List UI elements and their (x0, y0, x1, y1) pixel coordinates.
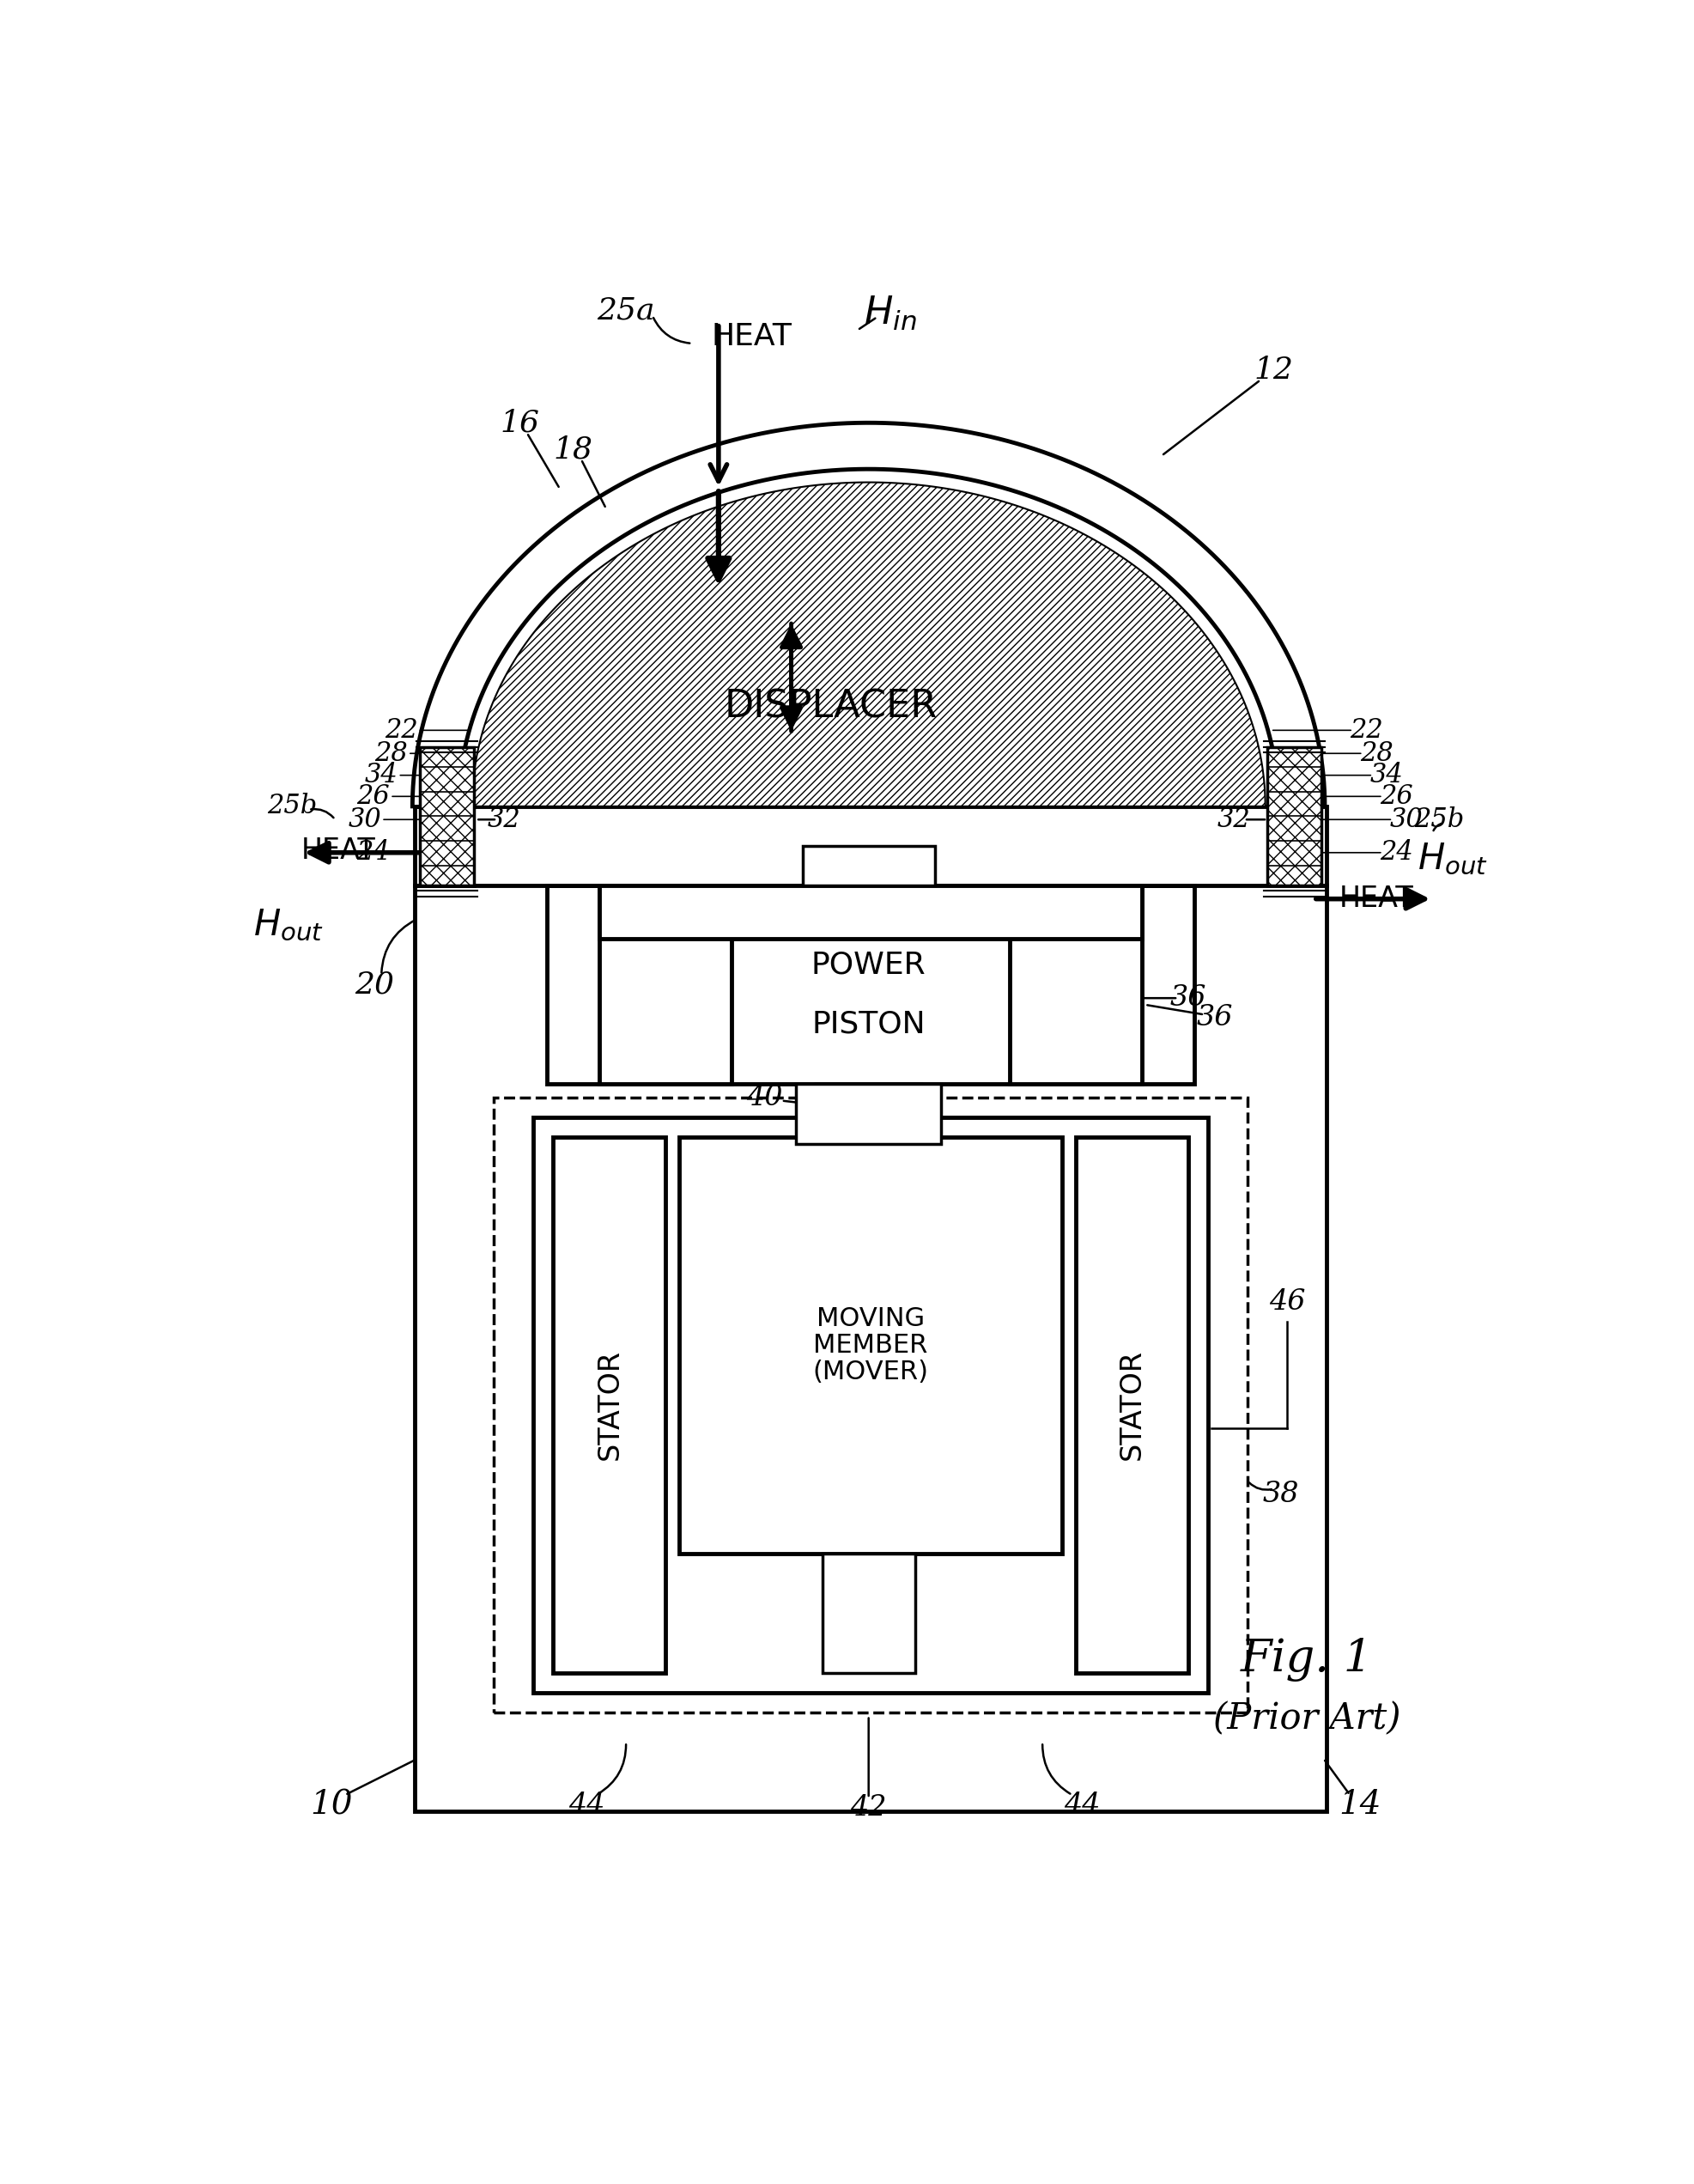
Text: 40: 40 (745, 1083, 783, 1112)
Text: 22: 22 (1348, 716, 1382, 743)
Bar (1076, 1138, 1187, 1673)
Bar (600, 887, 1142, 939)
Bar (815, 1083, 922, 1118)
Text: 46: 46 (1269, 1289, 1304, 1317)
Text: $H_{in}$: $H_{in}$ (864, 295, 916, 332)
Text: 30: 30 (1389, 806, 1421, 832)
Text: 44: 44 (1064, 1791, 1099, 1819)
Bar (547, 887, 1194, 1083)
Text: 20: 20 (354, 970, 395, 1000)
Text: DISPLACER: DISPLACER (723, 688, 937, 725)
Text: 10: 10 (310, 1789, 352, 1821)
Text: 26: 26 (357, 784, 390, 810)
Text: HEAT: HEAT (302, 836, 376, 865)
Bar (534, 1118, 1208, 1693)
Polygon shape (471, 483, 1265, 806)
Text: 24: 24 (357, 839, 390, 865)
Text: Fig. 1: Fig. 1 (1240, 1638, 1372, 1682)
Bar (1267, 747, 1321, 887)
Text: 36: 36 (1169, 985, 1206, 1011)
Bar (420, 747, 474, 887)
Text: MOVING: MOVING (817, 1306, 925, 1332)
Text: STATOR: STATOR (1116, 1350, 1145, 1461)
Bar (493, 1096, 1247, 1712)
Text: HEAT: HEAT (711, 323, 791, 352)
Text: 24: 24 (1379, 839, 1413, 865)
Text: 18: 18 (552, 435, 593, 463)
Text: 25b: 25b (1413, 806, 1464, 832)
Text: 12: 12 (1254, 356, 1293, 384)
Text: 42: 42 (850, 1795, 886, 1821)
Text: 28: 28 (1359, 740, 1392, 767)
Text: 16: 16 (500, 408, 540, 437)
Text: MEMBER: MEMBER (813, 1332, 927, 1358)
Bar (600, 887, 732, 1083)
Text: 26: 26 (1379, 784, 1413, 810)
Text: 22: 22 (385, 716, 418, 743)
Text: PISTON: PISTON (811, 1009, 925, 1040)
Bar (415, 806, 1326, 1811)
Text: 14: 14 (1338, 1789, 1381, 1821)
Text: 34: 34 (1369, 762, 1403, 788)
Text: 32: 32 (486, 806, 520, 832)
Bar (822, 1553, 915, 1673)
Text: 25b: 25b (268, 793, 317, 819)
Text: HEAT: HEAT (1338, 885, 1413, 913)
Text: POWER: POWER (811, 950, 925, 981)
Text: 30: 30 (347, 806, 381, 832)
Text: $H_{out}$: $H_{out}$ (1416, 841, 1487, 878)
Text: 28: 28 (374, 740, 408, 767)
Bar (1010, 887, 1142, 1083)
Text: 38: 38 (1262, 1481, 1298, 1507)
Bar (679, 1138, 1062, 1553)
Text: 34: 34 (364, 762, 398, 788)
Text: STATOR: STATOR (595, 1350, 623, 1461)
Text: (MOVER): (MOVER) (811, 1358, 928, 1385)
Text: (Prior Art): (Prior Art) (1213, 1701, 1399, 1736)
Bar (801, 845, 935, 887)
Text: 44: 44 (567, 1791, 605, 1819)
Bar (796, 1083, 940, 1144)
Bar (552, 1138, 666, 1673)
Text: 32: 32 (1216, 806, 1250, 832)
Text: $H_{out}$: $H_{out}$ (254, 906, 324, 943)
Text: 25a: 25a (596, 295, 654, 325)
Text: 36: 36 (1196, 1005, 1232, 1031)
